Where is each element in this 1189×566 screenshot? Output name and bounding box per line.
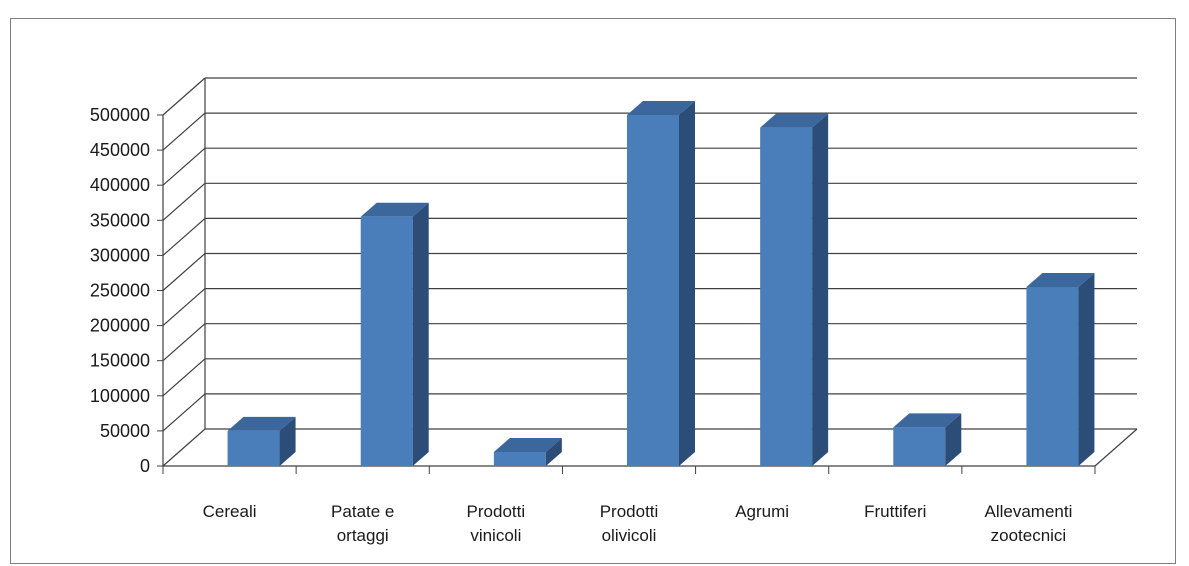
category-label-line: Prodotti	[600, 502, 659, 521]
bar-top-2	[493, 437, 562, 452]
category-label: Prodotti vinicoli	[467, 502, 526, 545]
category-label-line: Prodotti	[467, 502, 526, 521]
bar-front-6	[1026, 286, 1079, 466]
chart-frame	[10, 18, 1176, 564]
y-tick-label: 400000	[90, 175, 150, 195]
bar-front-3	[627, 115, 679, 466]
gridline-side-0	[162, 428, 206, 467]
bar-front-1	[360, 216, 413, 466]
gridline-side-400000	[162, 147, 206, 186]
category-label-line: Patate e	[331, 502, 394, 521]
y-tick-label: 350000	[90, 210, 150, 230]
bar-top-6	[1026, 272, 1095, 287]
category-label-line: zootecnici	[991, 526, 1067, 545]
bar-top-4	[760, 113, 829, 128]
category-label: Patate e ortaggi	[331, 502, 394, 545]
bar-front-4	[760, 127, 813, 467]
y-tick-label: 0	[140, 456, 150, 476]
y-axis-ticks: 0 50000 100000 150000 200000 250000 300000 3500…	[90, 105, 163, 476]
bar-side-0	[279, 416, 296, 466]
gridline-side-100000	[162, 358, 206, 397]
category-label-line: olivicoli	[602, 526, 657, 545]
gridline-side-50000	[162, 393, 206, 432]
category-label: Prodotti olivicoli	[600, 502, 659, 545]
bar-side-3	[679, 101, 695, 466]
y-tick-label: 300000	[90, 245, 150, 265]
bar-top-5	[893, 413, 962, 428]
category-label: Agrumi	[735, 502, 789, 521]
bar-top-1	[360, 202, 429, 217]
y-tick-label: 100000	[90, 386, 150, 406]
bar-side-2	[545, 437, 562, 466]
category-label: Cereali	[203, 502, 257, 521]
category-label-line: Allevamenti	[984, 502, 1072, 521]
bars	[227, 101, 1095, 467]
bar-side-4	[812, 113, 829, 467]
bar-side-1	[412, 202, 429, 467]
bar-top-3	[627, 101, 695, 115]
floor-right-edge	[1094, 428, 1138, 467]
category-label-line: ortaggi	[337, 526, 389, 545]
bar-front-2	[493, 451, 546, 466]
gridline-side-350000	[162, 182, 206, 221]
gridline-side-150000	[162, 323, 206, 362]
y-tick-label: 500000	[90, 105, 150, 125]
category-label-line: Agrumi	[735, 502, 789, 521]
bar-front-0	[227, 430, 280, 466]
gridline-side-500000	[162, 77, 206, 116]
gridline-side-200000	[162, 288, 206, 327]
gridline-side-250000	[162, 253, 206, 291]
y-tick-label: 200000	[90, 316, 150, 336]
y-tick-label: 450000	[90, 140, 150, 160]
gridline-side-300000	[162, 217, 206, 256]
y-tick-label: 150000	[90, 351, 150, 371]
category-label-line: Cereali	[203, 502, 257, 521]
bar-side-5	[945, 413, 962, 466]
y-tick-label: 250000	[90, 281, 150, 301]
category-label: Fruttiferi	[864, 502, 926, 521]
category-label-line: Fruttiferi	[864, 502, 926, 521]
bar-top-0	[227, 416, 296, 431]
gridline-side-450000	[162, 112, 206, 151]
bar-front-5	[893, 427, 946, 466]
bar-side-6	[1078, 272, 1095, 466]
category-label-line: vinicoli	[470, 526, 521, 545]
y-tick-label: 50000	[100, 421, 150, 441]
category-label: Allevamenti zootecnici	[984, 502, 1072, 545]
